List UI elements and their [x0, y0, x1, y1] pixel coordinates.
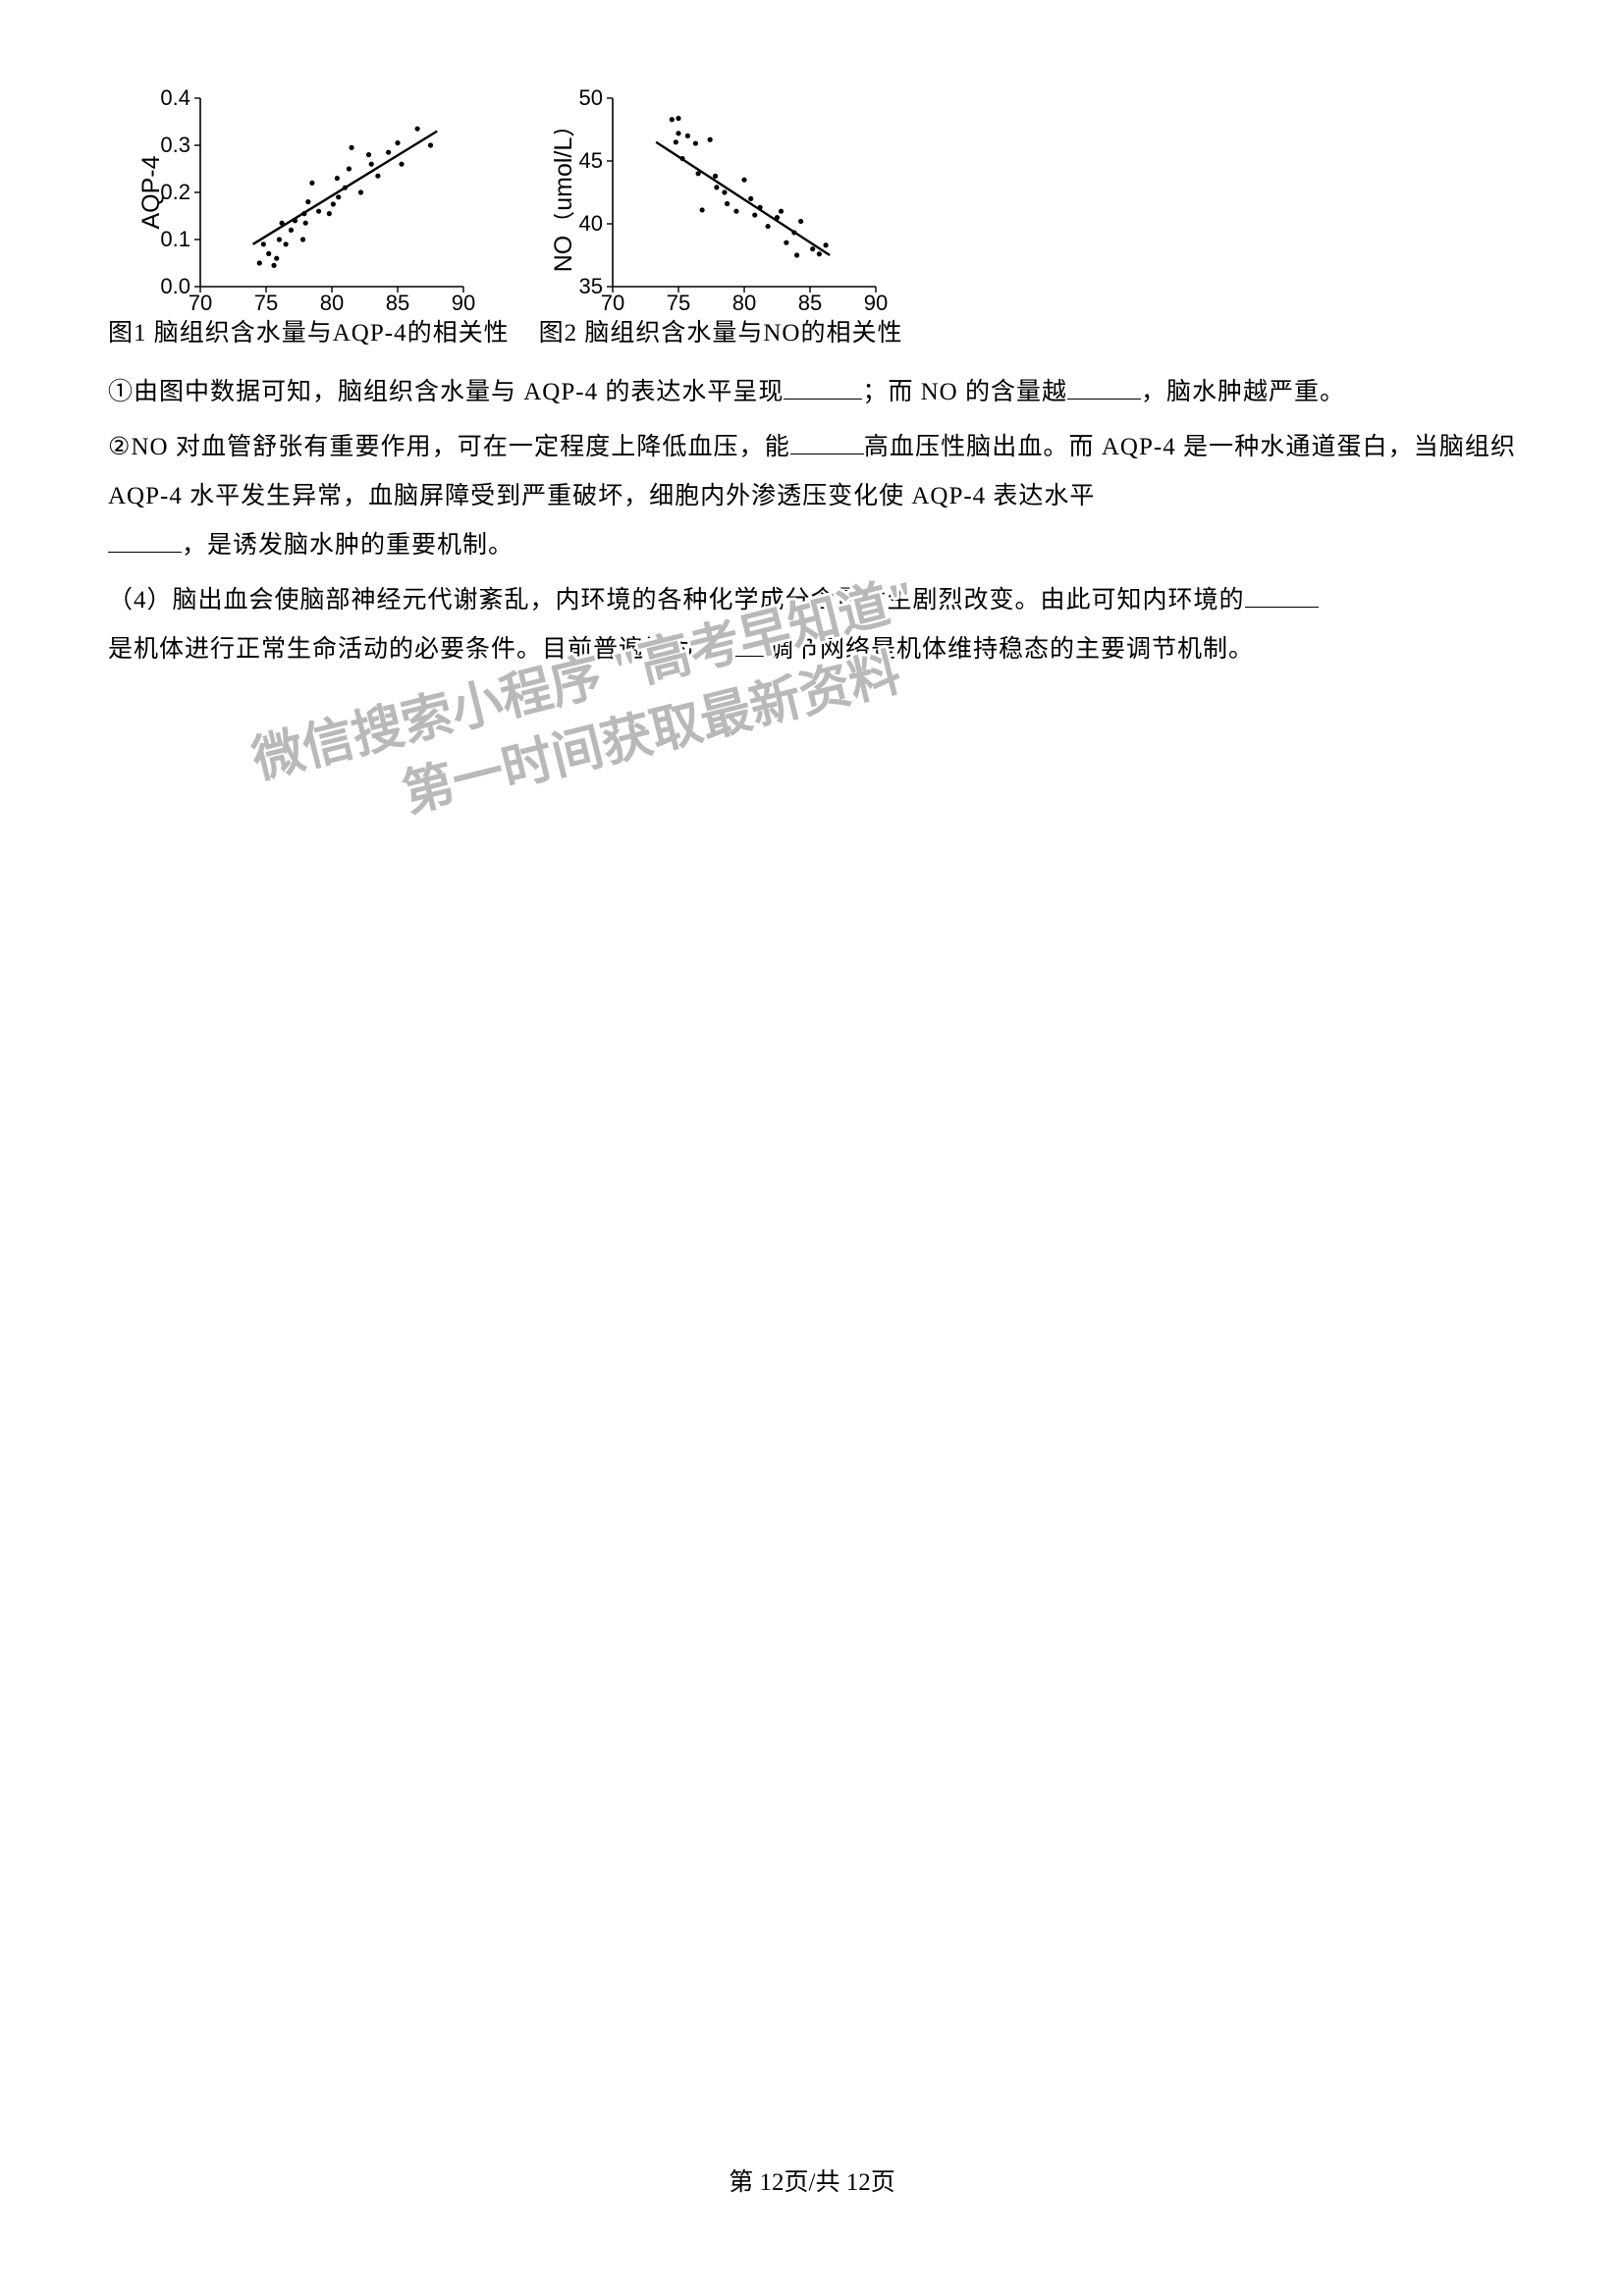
- svg-text:40: 40: [579, 211, 603, 236]
- chart1-svg: 70758085900.00.10.20.30.4AQP-4: [141, 88, 475, 314]
- svg-text:0.3: 0.3: [161, 133, 191, 157]
- blank: [695, 631, 769, 657]
- text: 是机体进行正常生命活动的必要条件。目前普遍认为: [108, 636, 695, 663]
- svg-text:70: 70: [601, 291, 624, 314]
- svg-text:0.4: 0.4: [161, 88, 191, 110]
- text: ①由图中数据可知，脑组织含水量与 AQP-4 的表达水平呈现: [108, 379, 784, 405]
- blank: [784, 374, 862, 400]
- svg-text:75: 75: [254, 291, 278, 314]
- svg-text:80: 80: [732, 291, 756, 314]
- paragraph-2: ②NO 对血管舒张有重要作用，可在一定程度上降低血压，能 高血压性脑出血。而 AQ…: [108, 423, 1516, 570]
- paragraph-1: ①由图中数据可知，脑组织含水量与 AQP-4 的表达水平呈现 ；而 NO 的含量越…: [108, 368, 1516, 417]
- svg-text:AQP-4: AQP-4: [141, 155, 165, 229]
- page-footer: 第 12页/共 12页: [0, 2163, 1624, 2198]
- text: ，是诱发脑水肿的重要机制。: [182, 532, 514, 559]
- svg-text:75: 75: [667, 291, 690, 314]
- svg-text:0.0: 0.0: [161, 274, 191, 298]
- svg-text:35: 35: [579, 274, 603, 298]
- svg-text:50: 50: [579, 88, 603, 110]
- svg-text:80: 80: [320, 291, 344, 314]
- text: 调节网络是机体维持稳态的主要调节机制。: [769, 636, 1254, 663]
- text: ②NO 对血管舒张有重要作用，可在一定程度上降低血压，能: [108, 434, 790, 460]
- blank: [790, 429, 864, 454]
- svg-text:90: 90: [864, 291, 888, 314]
- text: 高血压性脑出血。而 AQP-4 是一种水通: [864, 434, 1312, 460]
- svg-text:70: 70: [189, 291, 212, 314]
- text: ，脑水肿越严重。: [1141, 379, 1345, 405]
- text: ；而 NO 的含量越: [862, 379, 1067, 405]
- blank: [108, 527, 182, 553]
- paragraph-3: （4）脑出血会使脑部神经元代谢紊乱，内环境的各种化学成分含量发生剧烈改变。由此可…: [108, 576, 1516, 674]
- chart1-caption: 图1 脑组织含水量与AQP-4的相关性: [108, 316, 510, 350]
- blank: [1245, 582, 1319, 608]
- svg-text:0.1: 0.1: [161, 227, 191, 251]
- charts-row: 70758085900.00.10.20.30.4AQP-4 图1 脑组织含水量…: [108, 88, 1516, 350]
- chart1-box: 70758085900.00.10.20.30.4AQP-4 图1 脑组织含水量…: [108, 88, 510, 350]
- text: （4）脑出血会使脑部神经元代谢紊乱，内环境的各种化学成分含量发生剧烈改变。由此可…: [108, 587, 1245, 614]
- chart2-svg: 70 75 80 85 90 35 40 45 50NO（umol/L）: [554, 88, 888, 314]
- svg-text:90: 90: [452, 291, 475, 314]
- page-container: 70758085900.00.10.20.30.4AQP-4 图1 脑组织含水量…: [0, 0, 1624, 674]
- chart2-box: 70 75 80 85 90 35 40 45 50NO（umol/L） 图2 脑组织含水量与N…: [539, 88, 903, 350]
- svg-text:85: 85: [798, 291, 822, 314]
- svg-text:NO（umol/L）: NO（umol/L）: [554, 113, 577, 273]
- blank: [1067, 374, 1141, 400]
- svg-text:45: 45: [579, 148, 603, 173]
- svg-text:85: 85: [386, 291, 409, 314]
- chart2-caption: 图2 脑组织含水量与NO的相关性: [539, 316, 903, 350]
